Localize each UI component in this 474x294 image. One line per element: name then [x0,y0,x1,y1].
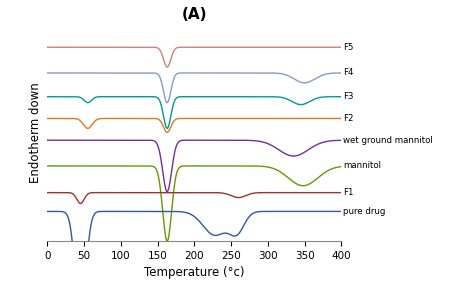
Text: F3: F3 [344,92,354,101]
Text: mannitol: mannitol [344,161,382,171]
Y-axis label: Endotherm down: Endotherm down [29,82,42,183]
Text: pure drug: pure drug [344,207,386,216]
Text: F5: F5 [344,43,354,52]
Title: (A): (A) [182,7,207,22]
Text: wet ground mannitol: wet ground mannitol [344,136,433,145]
Text: F1: F1 [344,188,354,197]
Text: F2: F2 [344,114,354,123]
X-axis label: Temperature (°c): Temperature (°c) [144,266,245,279]
Text: F4: F4 [344,69,354,77]
